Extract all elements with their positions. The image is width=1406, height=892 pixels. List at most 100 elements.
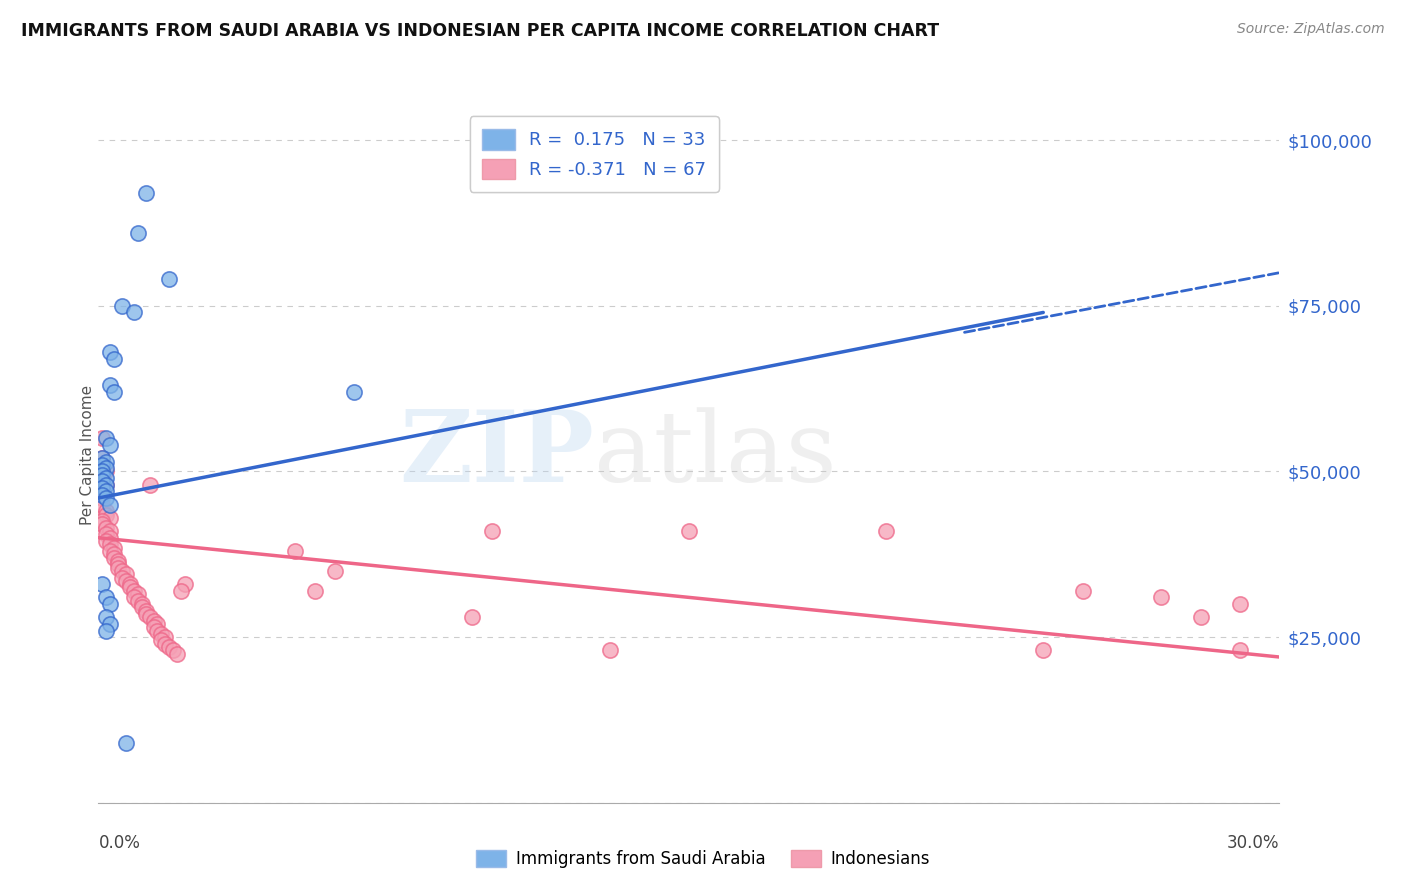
Point — [118, 577, 141, 591]
Point — [91, 467, 114, 482]
Point — [118, 581, 141, 595]
Point — [157, 640, 180, 654]
Point — [170, 583, 193, 598]
Point — [127, 587, 149, 601]
Point — [481, 524, 503, 538]
Point — [111, 564, 134, 578]
Point — [150, 627, 173, 641]
Point — [98, 511, 121, 525]
Point — [91, 517, 114, 532]
Point — [98, 498, 121, 512]
Point — [91, 465, 114, 479]
Point — [96, 484, 118, 499]
Point — [1189, 610, 1212, 624]
Point — [96, 521, 118, 535]
Point — [107, 560, 129, 574]
Point — [115, 567, 138, 582]
Point — [96, 461, 118, 475]
Point — [91, 514, 114, 528]
Text: IMMIGRANTS FROM SAUDI ARABIA VS INDONESIAN PER CAPITA INCOME CORRELATION CHART: IMMIGRANTS FROM SAUDI ARABIA VS INDONESI… — [21, 22, 939, 40]
Point — [111, 299, 134, 313]
Point — [155, 637, 177, 651]
Point — [91, 431, 114, 445]
Point — [146, 624, 169, 638]
Point — [162, 643, 184, 657]
Point — [122, 583, 145, 598]
Point — [284, 544, 307, 558]
Point — [135, 186, 157, 201]
Point — [96, 534, 118, 549]
Point — [103, 384, 125, 399]
Point — [96, 504, 118, 518]
Point — [131, 600, 153, 615]
Point — [98, 378, 121, 392]
Point — [91, 577, 114, 591]
Text: 30.0%: 30.0% — [1227, 834, 1279, 852]
Text: Source: ZipAtlas.com: Source: ZipAtlas.com — [1237, 22, 1385, 37]
Text: ZIP: ZIP — [399, 407, 595, 503]
Point — [96, 527, 118, 541]
Point — [1032, 643, 1054, 657]
Point — [96, 610, 118, 624]
Point — [103, 541, 125, 555]
Point — [96, 431, 118, 445]
Point — [166, 647, 188, 661]
Point — [875, 524, 897, 538]
Point — [1071, 583, 1094, 598]
Point — [91, 488, 114, 502]
Point — [91, 451, 114, 466]
Point — [1150, 591, 1173, 605]
Point — [91, 475, 114, 489]
Point — [103, 351, 125, 366]
Point — [96, 465, 118, 479]
Point — [98, 544, 121, 558]
Point — [174, 577, 197, 591]
Point — [1229, 643, 1251, 657]
Point — [107, 554, 129, 568]
Point — [98, 616, 121, 631]
Point — [138, 477, 160, 491]
Point — [96, 624, 118, 638]
Point — [146, 616, 169, 631]
Point — [96, 491, 118, 505]
Point — [142, 620, 165, 634]
Point — [91, 451, 114, 466]
Text: atlas: atlas — [595, 407, 837, 503]
Point — [96, 477, 118, 491]
Legend: Immigrants from Saudi Arabia, Indonesians: Immigrants from Saudi Arabia, Indonesian… — [470, 843, 936, 875]
Point — [461, 610, 484, 624]
Point — [135, 607, 157, 621]
Point — [98, 438, 121, 452]
Text: 0.0%: 0.0% — [98, 834, 141, 852]
Point — [122, 591, 145, 605]
Point — [304, 583, 326, 598]
Y-axis label: Per Capita Income: Per Capita Income — [80, 384, 94, 525]
Point — [98, 531, 121, 545]
Point — [107, 558, 129, 572]
Point — [155, 630, 177, 644]
Point — [157, 272, 180, 286]
Point — [131, 597, 153, 611]
Point — [1229, 597, 1251, 611]
Point — [135, 604, 157, 618]
Point — [103, 547, 125, 561]
Point — [98, 345, 121, 359]
Point — [96, 591, 118, 605]
Point — [127, 593, 149, 607]
Point — [96, 477, 118, 491]
Point — [323, 564, 346, 578]
Point — [98, 524, 121, 538]
Point — [678, 524, 700, 538]
Point — [115, 736, 138, 750]
Point — [103, 550, 125, 565]
Point — [96, 471, 118, 485]
Point — [98, 537, 121, 551]
Point — [91, 491, 114, 505]
Point — [91, 458, 114, 472]
Point — [96, 508, 118, 522]
Point — [111, 570, 134, 584]
Point — [115, 574, 138, 588]
Point — [127, 226, 149, 240]
Point — [142, 614, 165, 628]
Point — [96, 454, 118, 468]
